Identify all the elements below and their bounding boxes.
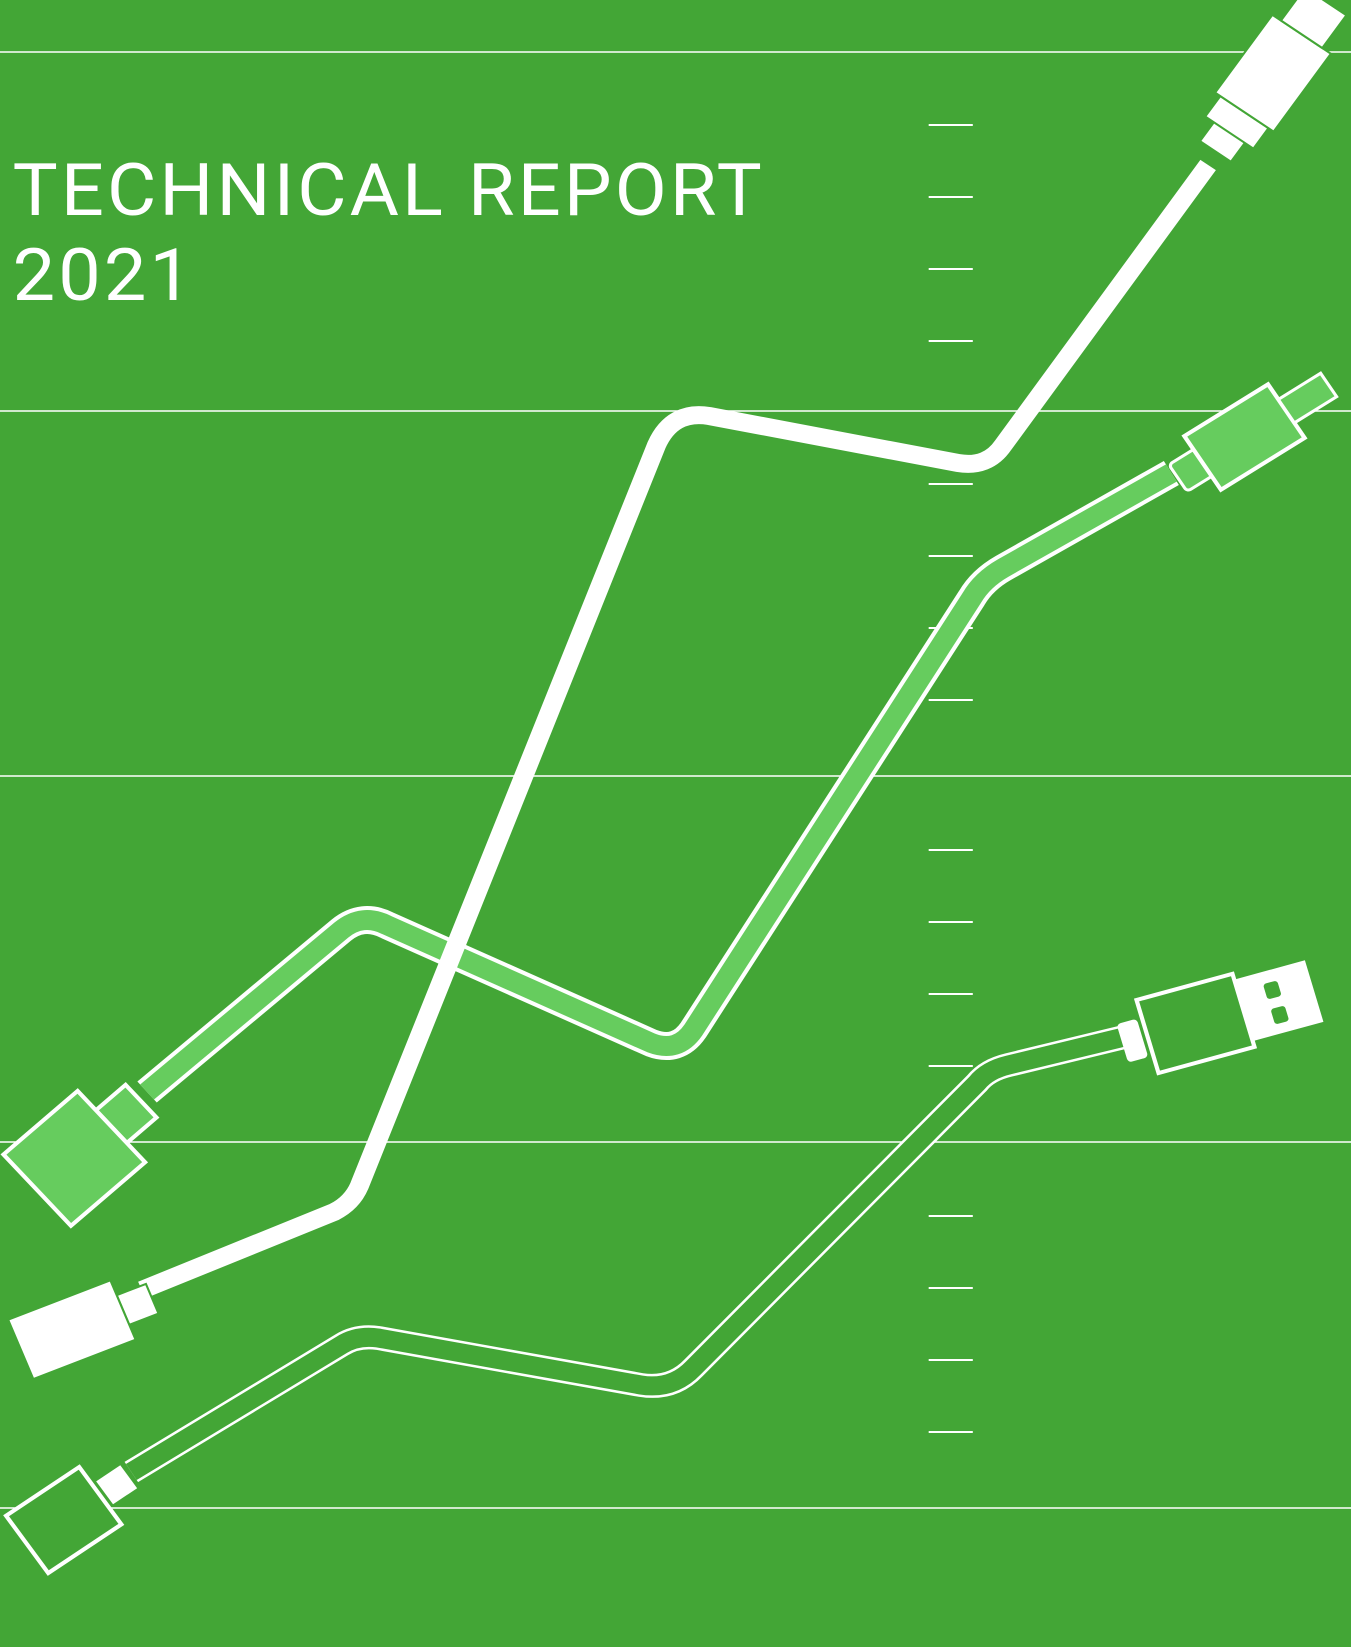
grid-lines bbox=[0, 51, 1351, 1509]
tick-marks bbox=[928, 124, 973, 1433]
bottom-left-connector bbox=[3, 1464, 138, 1576]
report-year: 2021 bbox=[13, 234, 196, 319]
white-left-connector bbox=[6, 1279, 160, 1381]
cable-white bbox=[138, 159, 1216, 1299]
green-left-connector bbox=[0, 1081, 160, 1229]
lightning-connector bbox=[1168, 371, 1339, 493]
report-title: TECHNICAL REPORT bbox=[13, 149, 765, 234]
cable-bottom bbox=[124, 1025, 1128, 1483]
cable-green bbox=[137, 460, 1179, 1103]
usb-a-connector bbox=[1117, 960, 1324, 1076]
usb-c-connector bbox=[1198, 0, 1348, 164]
